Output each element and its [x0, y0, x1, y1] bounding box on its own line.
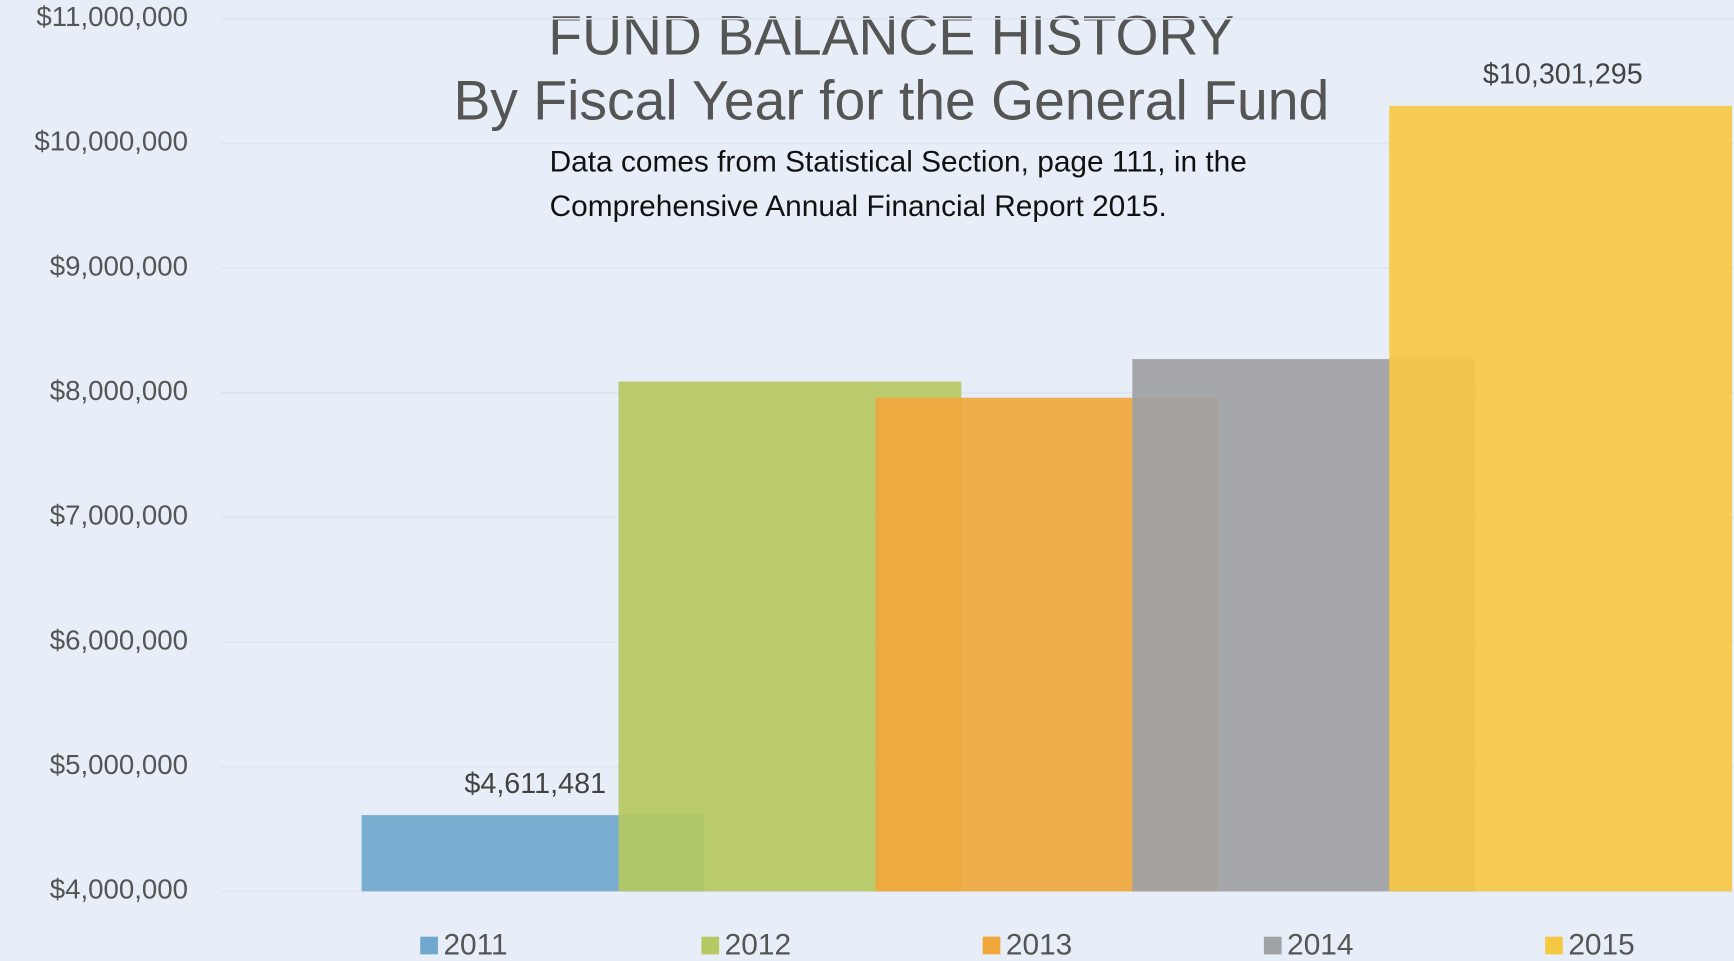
- legend-swatch: [982, 936, 1001, 955]
- legend-label: 2013: [1006, 929, 1072, 961]
- legend-swatch: [1545, 936, 1563, 955]
- y-tick-label: $9,000,000: [50, 250, 188, 281]
- y-tick-label: $6,000,000: [50, 624, 188, 655]
- y-tick-label: $5,000,000: [50, 749, 188, 780]
- legend-swatch: [701, 936, 720, 955]
- annotation: Data comes from Statistical Section, pag…: [550, 146, 1247, 179]
- legend-swatch: [420, 936, 438, 955]
- legend-label: 2011: [443, 929, 507, 961]
- y-tick-label: $8,000,000: [50, 375, 188, 406]
- value-label: $4,611,481: [464, 768, 606, 800]
- y-tick-label: $10,000,000: [34, 126, 188, 157]
- value-label: $10,301,295: [1483, 59, 1643, 91]
- y-tick-label: $4,000,000: [50, 874, 188, 905]
- legend-label: 2015: [1568, 929, 1634, 961]
- chart-subtitle: By Fiscal Year for the General Fund: [453, 70, 1329, 132]
- annotation: Comprehensive Annual Financial Report 20…: [550, 190, 1167, 223]
- y-tick-label: $11,000,000: [36, 1, 188, 32]
- legend-label: 2012: [725, 929, 791, 961]
- bar: [1389, 105, 1733, 892]
- legend-label: 2014: [1287, 929, 1353, 961]
- legend-swatch: [1263, 936, 1282, 955]
- y-tick-label: $7,000,000: [50, 500, 188, 531]
- chart-title: FUND BALANCE HISTORY: [548, 4, 1234, 66]
